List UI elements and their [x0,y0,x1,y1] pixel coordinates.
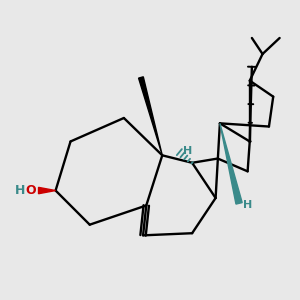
Text: O: O [26,184,36,197]
Polygon shape [139,77,162,155]
Text: H: H [243,200,252,210]
Polygon shape [38,187,56,194]
Polygon shape [220,123,242,204]
Text: H: H [15,184,25,197]
Text: H: H [183,146,192,156]
